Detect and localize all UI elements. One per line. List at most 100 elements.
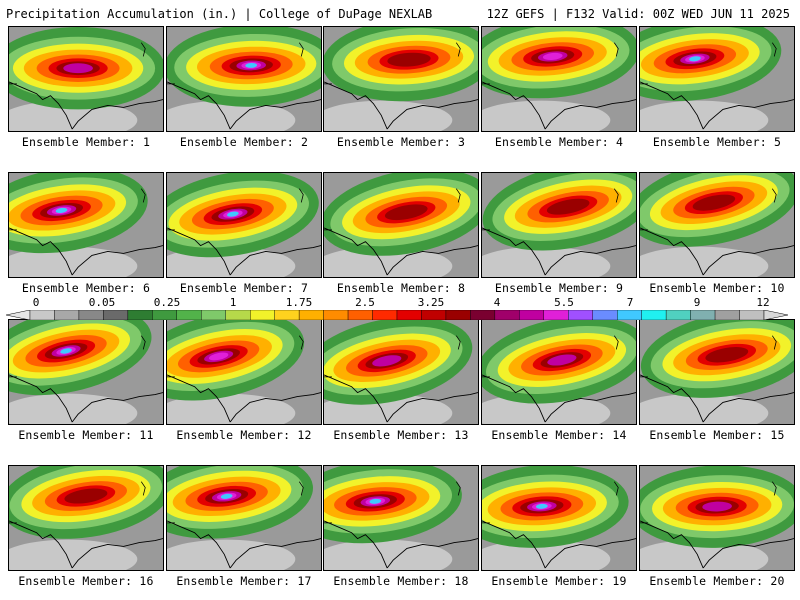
colorbar-segment: [739, 310, 765, 320]
colorbar-tick-label: 4: [493, 296, 501, 309]
colorbar-segment: [323, 310, 349, 320]
colorbar-segment: [617, 310, 642, 320]
colorbar-segment: [152, 310, 177, 320]
colorbar-tick-label: 0.05: [88, 296, 116, 309]
colorbar-segment: [249, 310, 275, 320]
ensemble-map-panel: [8, 319, 164, 425]
ensemble-map-panel: [481, 172, 637, 278]
coastline-outline: [324, 374, 478, 423]
coastline-outline: [482, 374, 636, 423]
colorbar-tick-label: 3.25: [417, 296, 445, 309]
map-title: Precipitation Accumulation (in.) | Colle…: [6, 7, 433, 21]
ensemble-map-panel: [639, 319, 795, 425]
precip-field: [9, 320, 163, 424]
ensemble-map-panel: [639, 26, 795, 132]
colorbar-tick-label: 0.25: [153, 296, 181, 309]
ensemble-map-panel: [323, 172, 479, 278]
ensemble-member-label: Ensemble Member: 14: [491, 428, 627, 442]
ensemble-member-label: Ensemble Member: 17: [176, 574, 312, 588]
colorbar-segment: [6, 310, 31, 320]
ensemble-member-label: Ensemble Member: 7: [179, 281, 309, 295]
coastline-outline: [167, 520, 321, 569]
ensemble-member-label: Ensemble Member: 1: [21, 135, 151, 149]
ensemble-member-label: Ensemble Member: 18: [333, 574, 469, 588]
colorbar-segment: [763, 310, 788, 320]
colorbar-segment: [274, 310, 300, 320]
colorbar-tick-label: 9: [693, 296, 701, 309]
colorbar-tick-label: 12: [756, 296, 770, 309]
colorbar-segment: [176, 310, 202, 320]
ensemble-member-label: Ensemble Member: 13: [333, 428, 469, 442]
ensemble-member-label: Ensemble Member: 2: [179, 135, 309, 149]
coastline-outline: [9, 227, 163, 276]
precip-field: [640, 320, 794, 424]
precip-field: [324, 173, 478, 277]
ensemble-map-panel: [166, 465, 322, 571]
coastline-outline: [482, 81, 636, 130]
precip-field: [9, 466, 163, 570]
coastline-outline: [9, 520, 163, 569]
colorbar-segment: [690, 310, 716, 320]
colorbar-segment: [225, 310, 251, 320]
coastline-outline: [167, 374, 321, 423]
coastline-outline: [640, 374, 794, 423]
colorbar-segment: [127, 310, 153, 320]
ensemble-member-label: Ensemble Member: 3: [336, 135, 466, 149]
ensemble-member-label: Ensemble Member: 6: [21, 281, 151, 295]
colorbar-tick-label: 2.5: [355, 296, 375, 309]
colorbar-tick-label: 0: [32, 296, 40, 309]
coastline-outline: [640, 520, 794, 569]
coastline-outline: [167, 81, 321, 130]
coastline-outline: [482, 520, 636, 569]
ensemble-map-panel: [323, 465, 479, 571]
colorbar-tick-label: 1: [229, 296, 237, 309]
precip-field: [167, 320, 321, 424]
colorbar-segment: [103, 310, 129, 320]
ensemble-map-panel: [166, 26, 322, 132]
precip-field: [640, 173, 794, 277]
ensemble-map-panel: [639, 465, 795, 571]
ensemble-member-label: Ensemble Member: 11: [18, 428, 154, 442]
precip-field: [640, 27, 794, 131]
colorbar-segment: [298, 310, 324, 320]
colorbar-segment: [470, 310, 496, 320]
precip-field: [167, 173, 321, 277]
precip-field: [324, 320, 478, 424]
ensemble-map-panel: [8, 172, 164, 278]
colorbar-segment: [568, 310, 593, 320]
ensemble-member-label: Ensemble Member: 8: [336, 281, 466, 295]
ensemble-member-label: Ensemble Member: 20: [649, 574, 785, 588]
ensemble-map-panel: [8, 465, 164, 571]
colorbar-segment: [347, 310, 373, 320]
colorbar-segment: [421, 310, 447, 320]
colorbar-tick-label: 1.75: [285, 296, 313, 309]
ensemble-member-label: Ensemble Member: 4: [494, 135, 624, 149]
ensemble-map-panel: [8, 26, 164, 132]
coastline-outline: [9, 374, 163, 423]
coastline-outline: [324, 81, 478, 130]
ensemble-map-panel: [166, 319, 322, 425]
colorbar-tick-label: 5.5: [554, 296, 574, 309]
ensemble-map-panel: [639, 172, 795, 278]
precip-field: [482, 320, 636, 424]
colorbar-segment: [372, 310, 398, 320]
colorbar-segment: [396, 310, 422, 320]
ensemble-map-panel: [323, 319, 479, 425]
coastline-outline: [640, 81, 794, 130]
colorbar-segment: [445, 310, 471, 320]
colorbar-segment: [641, 310, 667, 320]
precip-field: [482, 27, 636, 131]
colorbar: [6, 310, 788, 320]
precip-field: [167, 27, 321, 131]
coastline-outline: [640, 227, 794, 276]
ensemble-map-panel: [323, 26, 479, 132]
ensemble-member-label: Ensemble Member: 12: [176, 428, 312, 442]
precip-field: [482, 466, 636, 570]
coastline-outline: [167, 227, 321, 276]
ensemble-map-panel: [166, 172, 322, 278]
colorbar-segment: [494, 310, 520, 320]
precip-field: [640, 466, 794, 570]
colorbar-tick-label: 7: [626, 296, 634, 309]
ensemble-map-panel: [481, 26, 637, 132]
colorbar-segment: [714, 310, 740, 320]
